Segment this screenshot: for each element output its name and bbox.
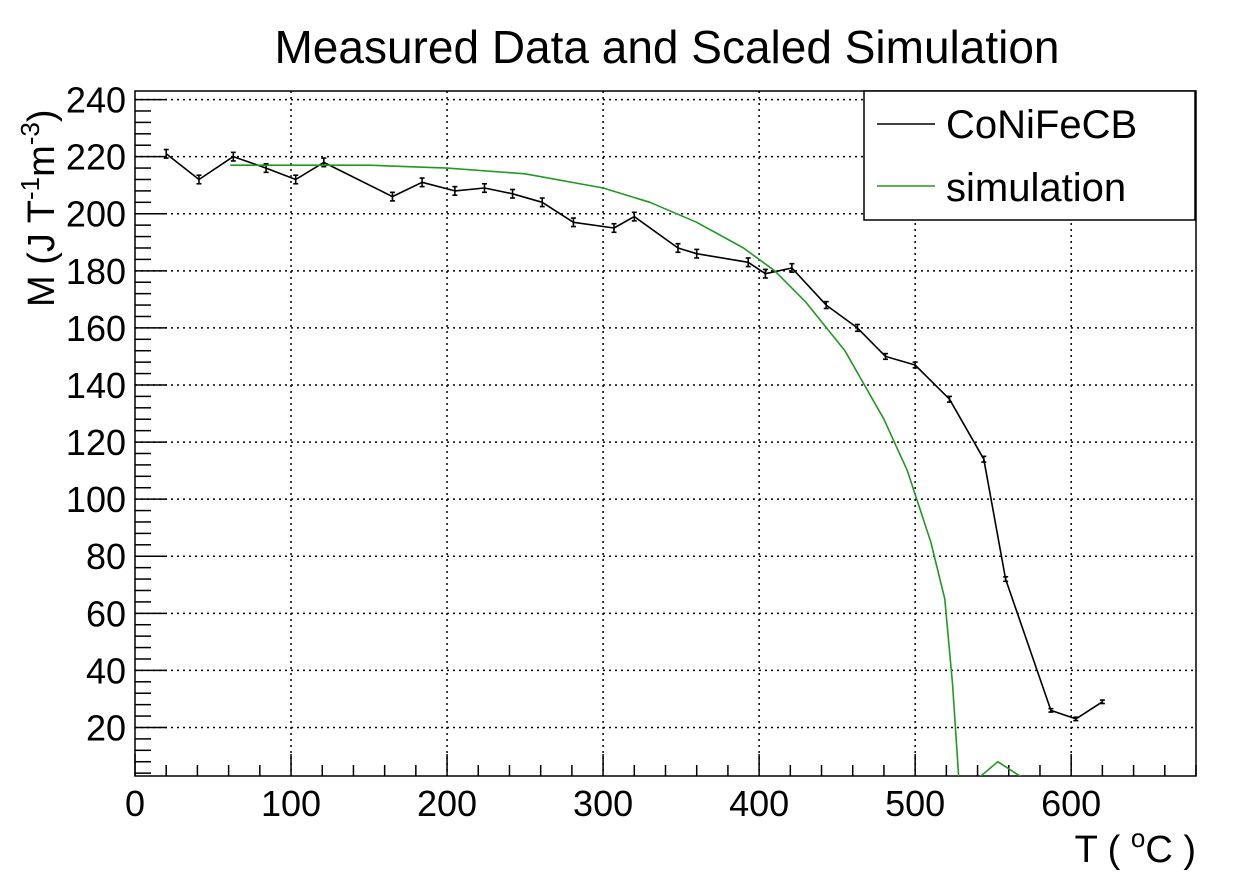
data-point-conifecb <box>1073 716 1079 722</box>
x-tick-label: 300 <box>573 783 633 824</box>
data-point-conifecb <box>389 191 395 202</box>
y-tick-label: 20 <box>86 707 126 748</box>
data-point-conifecb <box>419 177 425 188</box>
data-point-conifecb <box>631 211 637 222</box>
y-tick-label: 160 <box>66 308 126 349</box>
data-point-conifecb <box>1003 575 1009 583</box>
data-point-conifecb <box>981 455 987 463</box>
data-point-conifecb <box>163 148 169 159</box>
y-tick-label: 180 <box>66 251 126 292</box>
y-tick-label: 80 <box>86 536 126 577</box>
y-tick-label: 220 <box>66 137 126 178</box>
legend-label-conifecb: CoNiFeCB <box>946 103 1137 147</box>
data-point-conifecb <box>694 248 700 259</box>
x-tick-label: 100 <box>261 783 321 824</box>
x-tick-label: 600 <box>1041 783 1101 824</box>
x-tick-label: 200 <box>417 783 477 824</box>
axes: 0 100 200 300 400 500 600 20 40 60 80 100 120 140 160 1… <box>66 80 1197 824</box>
data-point-conifecb <box>912 361 918 369</box>
data-point-conifecb <box>293 174 299 185</box>
y-tick-label: 120 <box>66 422 126 463</box>
series-line-simulation <box>230 164 1022 776</box>
y-tick-label: 60 <box>86 593 126 634</box>
data-point-conifecb <box>745 257 751 268</box>
legend-box <box>863 90 1196 221</box>
data-point-conifecb <box>230 151 236 162</box>
y-tick-label: 100 <box>66 479 126 520</box>
legend-label-simulation: simulation <box>946 166 1126 210</box>
legend: CoNiFeCB simulation <box>863 90 1196 221</box>
data-point-conifecb <box>823 300 829 310</box>
data-point-conifecb <box>452 185 458 196</box>
y-tick-label: 140 <box>66 365 126 406</box>
chart-title: Measured Data and Scaled Simulation <box>274 21 1059 73</box>
x-tick-label: 400 <box>729 783 789 824</box>
y-tick-label: 40 <box>86 650 126 691</box>
y-tick-label: 240 <box>66 80 126 121</box>
y-tick-label: 200 <box>66 194 126 235</box>
data-point-conifecb <box>570 217 576 228</box>
x-tick-label: 0 <box>125 783 145 824</box>
data-point-conifecb <box>883 352 889 361</box>
series-layer <box>163 148 1105 776</box>
data-point-conifecb <box>196 174 202 185</box>
x-tick-label: 500 <box>885 783 945 824</box>
data-point-conifecb <box>539 197 545 208</box>
data-point-conifecb <box>1099 699 1105 705</box>
data-point-conifecb <box>762 268 768 279</box>
data-point-conifecb <box>675 242 681 254</box>
data-point-conifecb <box>510 188 516 199</box>
data-point-conifecb <box>482 182 488 194</box>
x-axis-label: T ( oC ) <box>1075 823 1196 871</box>
data-point-conifecb <box>789 262 795 274</box>
data-point-conifecb <box>611 222 617 234</box>
grid <box>135 91 1196 776</box>
data-point-conifecb <box>854 323 860 333</box>
data-point-conifecb <box>1048 707 1054 713</box>
data-point-conifecb <box>946 395 952 403</box>
y-axis-label: M (J T-1m-3) <box>15 109 63 307</box>
